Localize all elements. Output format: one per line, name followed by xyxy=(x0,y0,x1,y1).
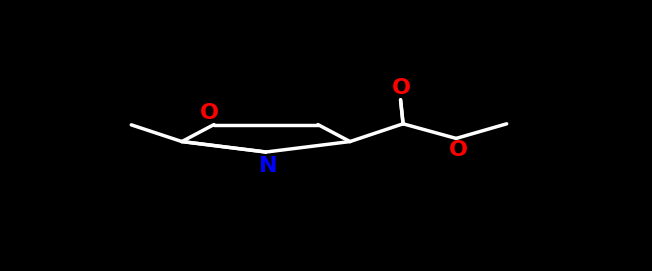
Text: O: O xyxy=(200,103,218,123)
Text: O: O xyxy=(392,78,411,98)
Text: O: O xyxy=(449,140,468,160)
Text: N: N xyxy=(259,156,278,176)
